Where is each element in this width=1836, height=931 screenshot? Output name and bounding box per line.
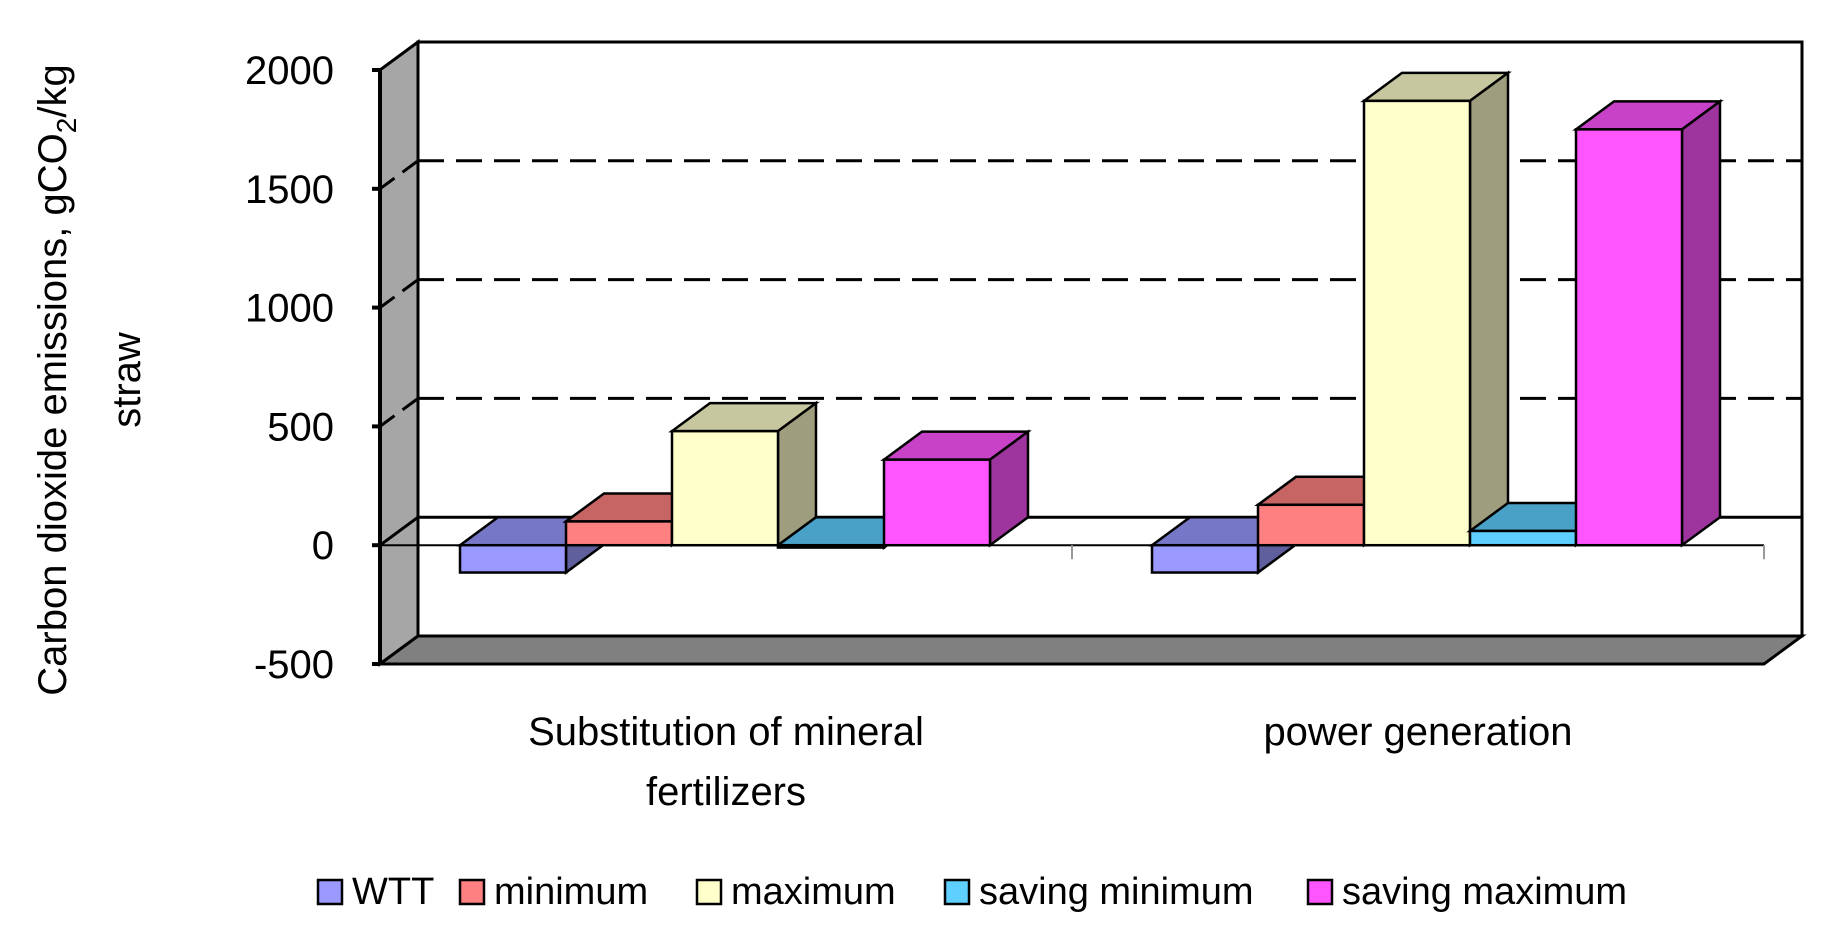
- y-tick-label: 500: [267, 405, 334, 449]
- gridline-side: [379, 278, 419, 309]
- gridline-side: [379, 397, 419, 428]
- legend-label: maximum: [731, 871, 896, 913]
- category-label: Substitution of mineral: [528, 710, 924, 754]
- y-tick-label: -500: [254, 643, 334, 687]
- y-axis: -500 0 500 1000 1500 2000: [245, 49, 382, 687]
- legend-swatch: [1306, 878, 1334, 906]
- y-tick-label: 0: [312, 524, 334, 568]
- legend-label: minimum: [494, 871, 648, 913]
- y-axis-title: Carbon dioxide emissions, gCO2/kg: [31, 64, 82, 695]
- bar-saving-maximum-2: [1572, 98, 1724, 548]
- legend-item-maximum: maximum: [695, 871, 896, 913]
- legend-swatch: [695, 878, 723, 906]
- bar-maximum-1: [668, 400, 820, 548]
- gridline-side: [379, 159, 419, 191]
- legend-label: saving maximum: [1342, 871, 1627, 913]
- y-axis-title-line2: straw: [105, 332, 149, 428]
- legend-label: WTT: [352, 871, 434, 913]
- x-axis: Substitution of mineral fertilizers power …: [528, 545, 1765, 814]
- side-wall: [378, 39, 420, 667]
- bars: [456, 70, 1724, 575]
- y-tick-label: 2000: [245, 49, 334, 93]
- legend-item-saving-maximum: saving maximum: [1306, 871, 1627, 913]
- legend-item-minimum: minimum: [458, 871, 648, 913]
- legend-item-WTT: WTT: [316, 871, 434, 913]
- y-tick-label: 1000: [245, 287, 334, 331]
- floor: [375, 634, 1807, 666]
- legend-swatch: [316, 878, 344, 906]
- bar-maximum-2: [1360, 70, 1512, 548]
- legend-item-saving-minimum: saving minimum: [943, 871, 1254, 913]
- legend: WTT minimum maximum saving minimum saving ma…: [316, 871, 1627, 913]
- category-label: power generation: [1263, 710, 1572, 754]
- legend-swatch: [458, 878, 486, 906]
- legend-label: saving minimum: [979, 871, 1254, 913]
- zero-line-side: [379, 515, 419, 547]
- legend-swatch: [943, 878, 971, 906]
- category-label: fertilizers: [646, 770, 806, 814]
- y-tick-label: 1500: [245, 168, 334, 212]
- bar-saving-maximum-1: [880, 429, 1032, 548]
